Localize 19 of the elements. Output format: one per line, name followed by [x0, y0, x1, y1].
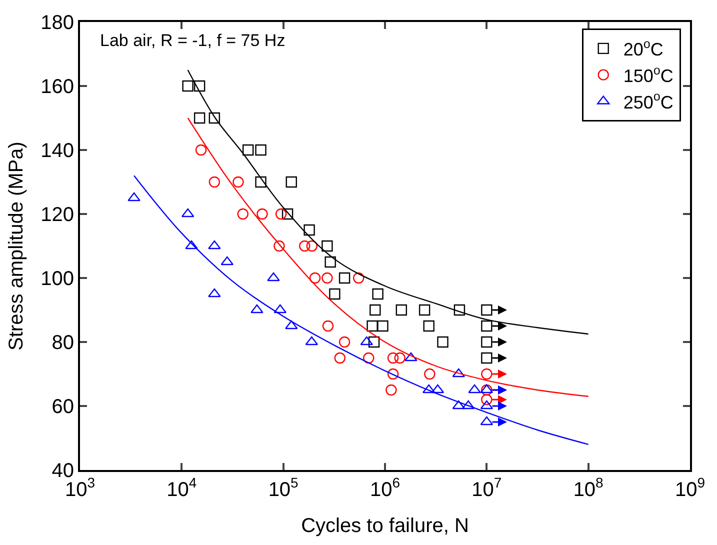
- x-tick-label: 10$^{4}$: [166, 474, 197, 501]
- y-tick-label: 100: [40, 268, 74, 290]
- legend-label: 150$^{o}$C: [623, 63, 674, 86]
- y-tick-label: 180: [40, 12, 74, 34]
- y-tick-label: 80: [52, 332, 74, 354]
- x-tick-label: 10$^{5}$: [268, 474, 299, 501]
- x-tick-label: 10$^{7}$: [472, 474, 502, 501]
- x-tick-label: 10$^{9}$: [674, 474, 706, 501]
- x-tick-label: 10$^{6}$: [370, 474, 400, 501]
- legend-label: 250$^{o}$C: [623, 90, 674, 112]
- y-tick-label: 160: [40, 76, 74, 98]
- x-tick-label: 10$^{8}$: [573, 474, 604, 501]
- legend-label: 20$^{o}$C: [623, 36, 664, 60]
- y-axis-title: Stress amplitude (MPa): [6, 142, 28, 350]
- y-tick-label: 60: [52, 396, 74, 418]
- y-tick-label: 140: [40, 140, 74, 162]
- x-axis-title: Cycles to failure, N: [301, 515, 469, 537]
- y-tick-label: 120: [40, 204, 74, 226]
- annotation: Lab air, R = -1, f = 75 Hz: [100, 31, 286, 50]
